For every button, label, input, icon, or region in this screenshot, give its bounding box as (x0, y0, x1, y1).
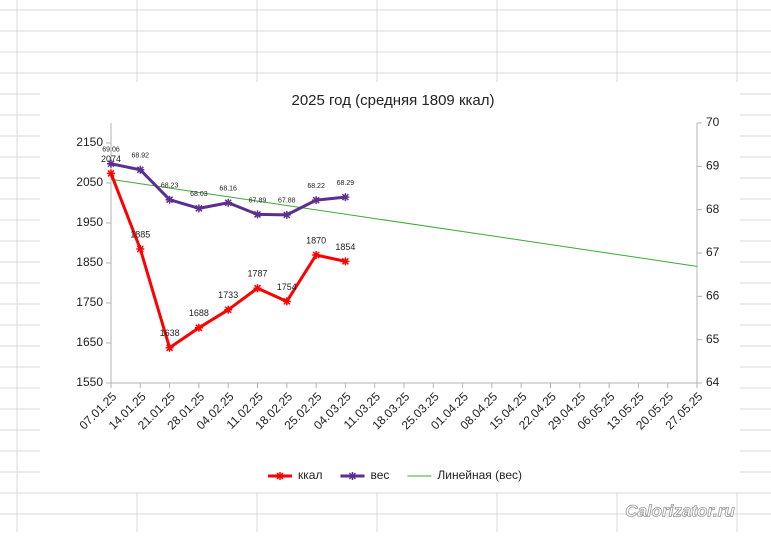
y2-tick-label: 66 (706, 289, 720, 303)
data-label: 1688 (189, 308, 209, 318)
data-label: 68.92 (132, 153, 150, 160)
data-label: 68.03 (190, 191, 208, 198)
chart-area (40, 82, 740, 492)
y2-tick-label: 67 (706, 245, 720, 259)
legend-marker (276, 472, 284, 480)
marker (341, 257, 350, 266)
marker (194, 323, 203, 332)
data-label: 1787 (247, 269, 267, 279)
y-tick-label: 2050 (76, 175, 103, 189)
marker (341, 193, 350, 202)
data-label: 2074 (101, 154, 121, 164)
legend-label: Линейная (вес) (437, 468, 522, 482)
marker (312, 251, 321, 259)
data-label: 1638 (160, 328, 180, 338)
legend-label: вес (370, 468, 389, 482)
marker (224, 198, 233, 207)
data-label: 1870 (306, 235, 326, 245)
marker (282, 210, 291, 219)
y2-tick-label: 68 (706, 202, 720, 216)
trendline (110, 178, 698, 267)
legend-label: ккал (298, 468, 322, 482)
y-tick-label: 1550 (76, 375, 103, 389)
marker (312, 196, 321, 205)
data-label: 68.23 (161, 183, 179, 190)
data-label: 67.88 (278, 198, 296, 205)
marker (136, 165, 145, 174)
data-label: 1733 (218, 290, 238, 300)
y2-tick-label: 70 (706, 115, 720, 129)
legend-marker (348, 472, 357, 480)
y-tick-label: 1650 (76, 335, 103, 349)
data-label: 1854 (335, 242, 355, 252)
data-label: 68.16 (219, 186, 237, 193)
marker (107, 169, 115, 178)
watermark: Calorizator.ru (625, 501, 735, 520)
y2-tick-label: 64 (706, 375, 720, 389)
data-label: 68.22 (307, 183, 325, 190)
data-label: 69.06 (102, 147, 120, 154)
y-tick-label: 1750 (76, 295, 103, 309)
data-label: 67.89 (249, 197, 267, 204)
marker (253, 210, 262, 219)
data-label: 1885 (130, 229, 150, 239)
marker (107, 159, 115, 168)
data-label: 68.29 (337, 180, 355, 187)
marker (194, 204, 203, 213)
marker (165, 343, 174, 352)
y2-tick-label: 69 (706, 159, 720, 173)
y-tick-label: 2150 (76, 135, 103, 149)
marker (224, 305, 233, 314)
marker (136, 245, 145, 253)
chart-title: 2025 год (средняя 1809 ккал) (292, 92, 495, 109)
marker (165, 195, 174, 204)
y-tick-label: 1850 (76, 255, 103, 269)
marker (253, 284, 262, 293)
y-tick-label: 1950 (76, 215, 103, 229)
data-label: 1754 (277, 282, 297, 292)
marker (282, 297, 291, 306)
y2-tick-label: 65 (706, 332, 720, 346)
